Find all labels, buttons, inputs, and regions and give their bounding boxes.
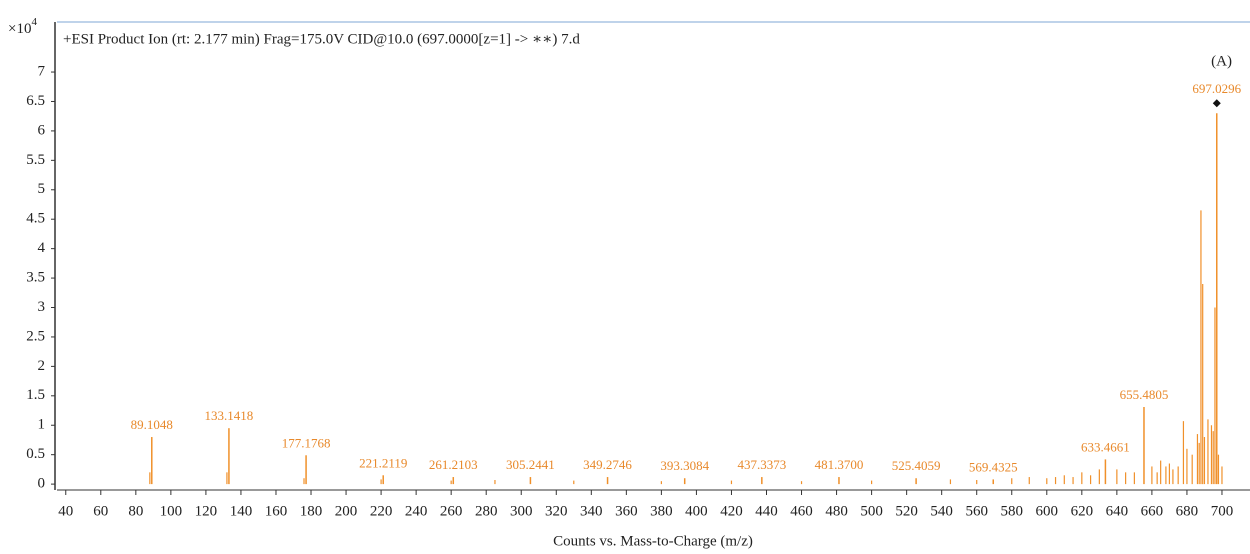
x-tick-label: 660 (1141, 503, 1164, 519)
peak-label: 633.4661 (1081, 439, 1130, 454)
x-tick-label: 440 (755, 503, 778, 519)
y-tick-label: 4 (38, 240, 46, 256)
x-tick-label: 140 (230, 503, 253, 519)
y-tick-label: 2 (38, 358, 46, 374)
x-tick-label: 40 (58, 503, 73, 519)
x-tick-label: 380 (650, 503, 673, 519)
y-tick-label: 0.5 (26, 446, 45, 462)
peak-label: 393.3084 (660, 458, 709, 473)
x-tick-label: 480 (825, 503, 848, 519)
x-tick-label: 260 (440, 503, 463, 519)
y-scale-base: ×10 (8, 21, 31, 37)
y-tick-label: 3 (38, 299, 46, 315)
peak-label: 177.1768 (282, 435, 331, 450)
x-tick-label: 680 (1176, 503, 1199, 519)
x-tick-label: 500 (860, 503, 883, 519)
x-tick-label: 120 (195, 503, 218, 519)
y-tick-label: 2.5 (26, 328, 45, 344)
peak-label: 305.2441 (506, 457, 555, 472)
x-tick-label: 200 (335, 503, 358, 519)
x-tick-label: 580 (1001, 503, 1024, 519)
y-tick-label: 5.5 (26, 152, 45, 168)
x-tick-label: 80 (128, 503, 143, 519)
peak-label: 349.2746 (583, 457, 632, 472)
x-tick-label: 160 (265, 503, 288, 519)
x-tick-label: 220 (370, 503, 393, 519)
x-tick-label: 620 (1071, 503, 1094, 519)
x-tick-label: 540 (930, 503, 953, 519)
x-tick-label: 460 (790, 503, 813, 519)
precursor-marker (1212, 99, 1221, 108)
peak-label: 89.1048 (131, 417, 173, 432)
y-tick-label: 7 (38, 63, 46, 79)
x-tick-label: 360 (615, 503, 638, 519)
peak-label: 133.1418 (205, 408, 254, 423)
y-tick-label: 5 (38, 181, 46, 197)
y-tick-label: 4.5 (26, 211, 45, 227)
x-tick-label: 240 (405, 503, 428, 519)
peak-label: 569.4325 (969, 459, 1018, 474)
x-tick-label: 60 (93, 503, 108, 519)
x-tick-label: 300 (510, 503, 533, 519)
x-tick-label: 100 (160, 503, 183, 519)
x-axis-label: Counts vs. Mass-to-Charge (m/z) (553, 533, 753, 549)
x-tick-label: 600 (1036, 503, 1059, 519)
peak-label: 437.3373 (737, 457, 786, 472)
x-tick-label: 700 (1211, 503, 1234, 519)
x-tick-label: 340 (580, 503, 603, 519)
x-tick-label: 520 (895, 503, 918, 519)
y-scale-exponent: 4 (31, 16, 37, 28)
peak-label: 481.3700 (815, 457, 864, 472)
x-tick-label: 420 (720, 503, 743, 519)
peak-label: 261.2103 (429, 457, 478, 472)
y-tick-label: 6.5 (26, 93, 45, 109)
peak-label: 525.4059 (892, 458, 941, 473)
peak-label: 655.4805 (1120, 387, 1169, 402)
x-tick-label: 320 (545, 503, 568, 519)
annotation: (A) (1211, 53, 1232, 69)
y-tick-label: 6 (38, 122, 46, 138)
x-tick-label: 400 (685, 503, 708, 519)
x-tick-label: 560 (965, 503, 988, 519)
peak-label: 697.0296 (1192, 81, 1241, 96)
y-tick-label: 3.5 (26, 270, 45, 286)
y-tick-label: 1.5 (26, 387, 45, 403)
chart-title: +ESI Product Ion (rt: 2.177 min) Frag=17… (63, 31, 580, 47)
x-tick-label: 180 (300, 503, 323, 519)
y-scale: ×104 (8, 16, 37, 38)
x-tick-label: 640 (1106, 503, 1129, 519)
y-tick-label: 0 (38, 476, 46, 492)
peak-label: 221.2119 (359, 455, 407, 470)
y-tick-label: 1 (38, 417, 46, 433)
x-tick-label: 280 (475, 503, 498, 519)
